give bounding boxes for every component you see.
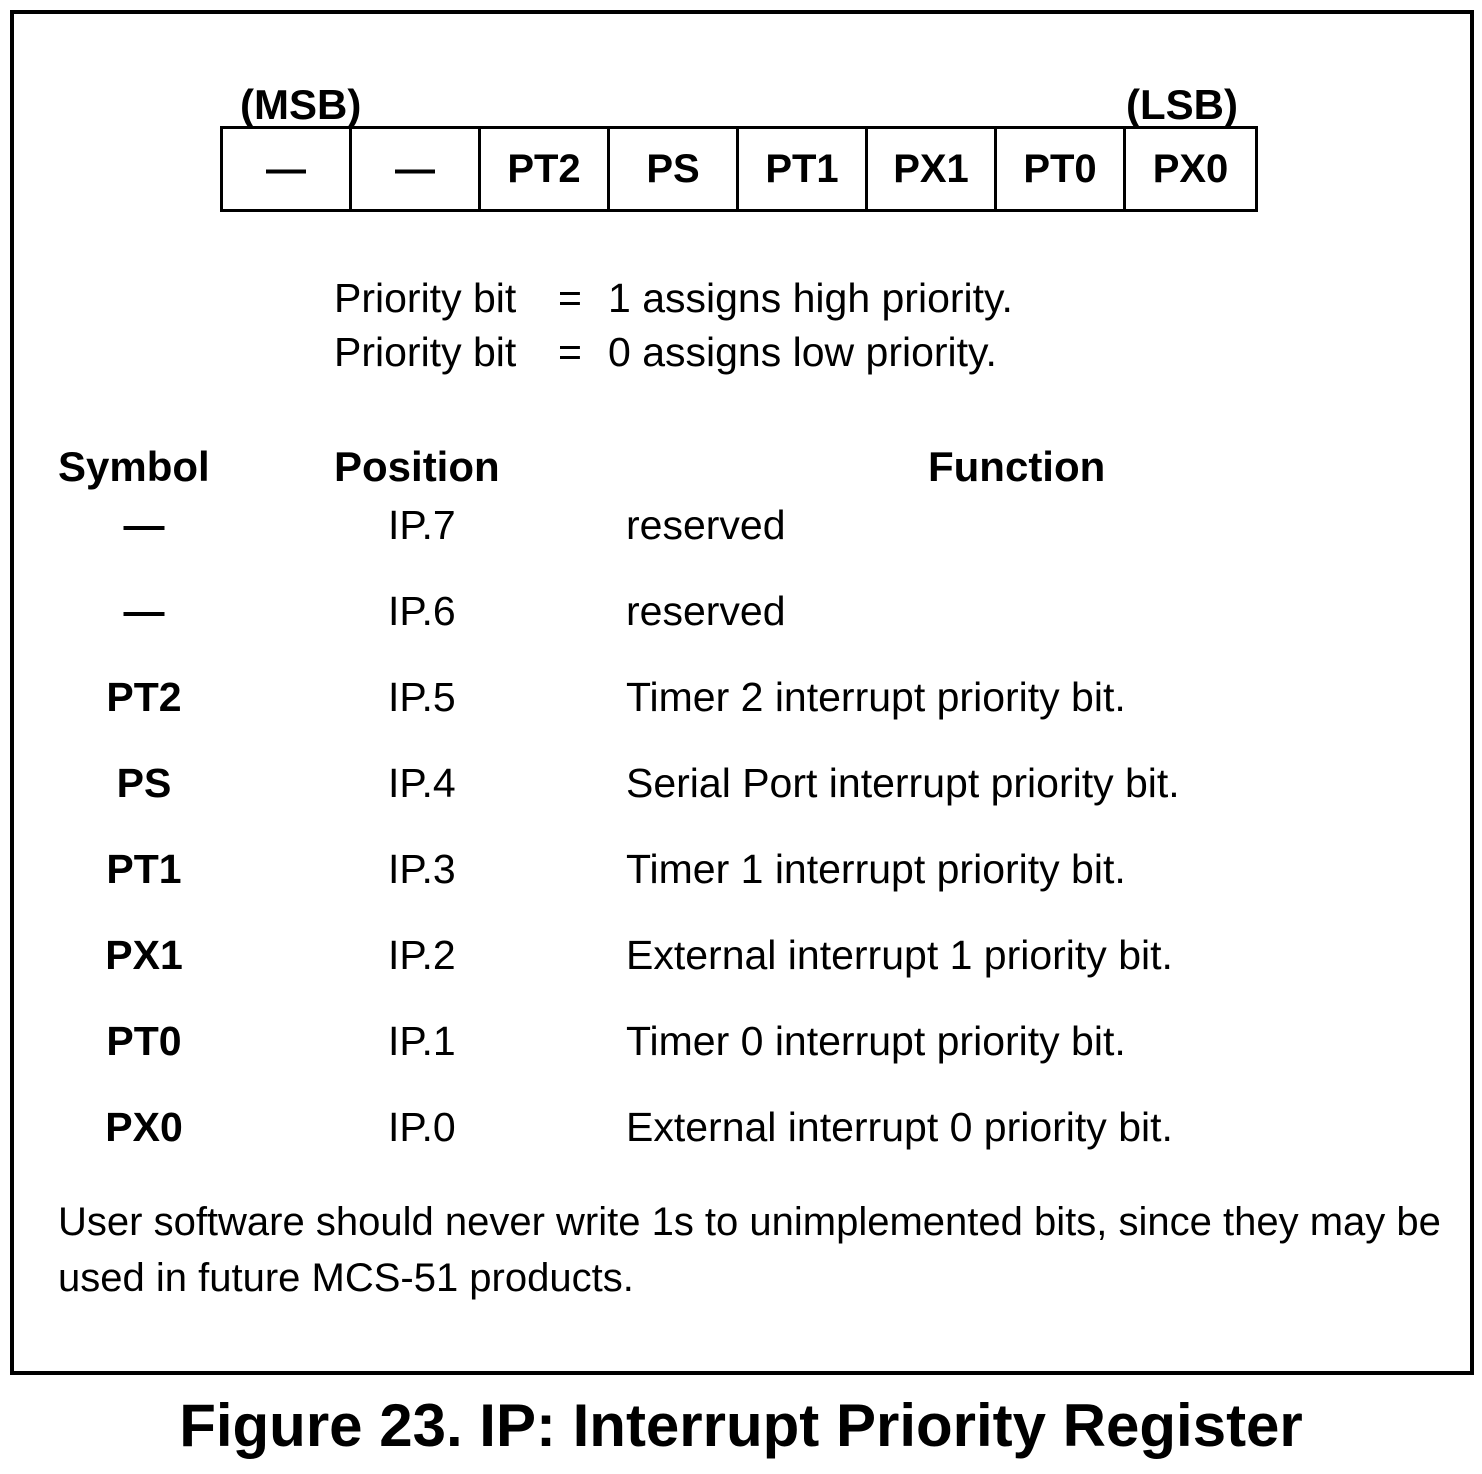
table-row: PX1 IP.2 External interrupt 1 priority b…	[14, 930, 1470, 980]
row-symbol: PX0	[105, 1104, 183, 1150]
row-function: Timer 1 interrupt priority bit.	[626, 846, 1126, 892]
register-bit-1: PT0	[997, 129, 1126, 209]
row-position: IP.2	[388, 932, 456, 978]
row-position: IP.3	[388, 846, 456, 892]
table-row: PS IP.4 Serial Port interrupt priority b…	[14, 758, 1470, 808]
register-bit-7: —	[223, 129, 352, 209]
register-bit-6: —	[352, 129, 481, 209]
priority-high-line: Priority bit = 1 assigns high priority.	[334, 278, 1013, 319]
priority-low-lhs: Priority bit	[334, 329, 517, 375]
priority-low-rhs: 0 assigns low priority.	[608, 329, 997, 375]
row-symbol: PT0	[106, 1018, 182, 1064]
row-position: IP.6	[388, 588, 456, 634]
figure-frame: (MSB) (LSB) — — PT2 PS PT1 PX1 PT0 PX0 P…	[10, 10, 1474, 1375]
msb-label: (MSB)	[240, 81, 362, 128]
row-symbol: —	[123, 502, 165, 548]
row-function: reserved	[626, 502, 786, 548]
row-symbol: PT2	[106, 674, 182, 720]
table-row: — IP.6 reserved	[14, 586, 1470, 636]
header-position: Position	[334, 443, 500, 490]
register-bit-0: PX0	[1152, 146, 1229, 191]
row-function: External interrupt 1 priority bit.	[626, 932, 1173, 978]
register-bit-3: PT1	[739, 129, 868, 209]
row-symbol: PX1	[105, 932, 183, 978]
table-row: PX0 IP.0 External interrupt 0 priority b…	[14, 1102, 1470, 1152]
row-position: IP.0	[388, 1104, 456, 1150]
lsb-label: (LSB)	[1126, 81, 1238, 128]
priority-low-equals: =	[558, 329, 582, 375]
row-function: Timer 2 interrupt priority bit.	[626, 674, 1126, 720]
row-position: IP.5	[388, 674, 456, 720]
row-function: Serial Port interrupt priority bit.	[626, 760, 1180, 806]
row-symbol: PS	[116, 760, 172, 806]
table-row: PT2 IP.5 Timer 2 interrupt priority bit.	[14, 672, 1470, 722]
register-bit-4: PS	[610, 129, 739, 209]
priority-high-rhs: 1 assigns high priority.	[608, 275, 1013, 321]
header-symbol: Symbol	[58, 443, 210, 490]
row-symbol: —	[123, 588, 165, 634]
software-note: User software should never write 1s to u…	[58, 1200, 1441, 1300]
header-function: Function	[928, 443, 1106, 490]
row-position: IP.7	[388, 502, 456, 548]
row-function: reserved	[626, 588, 786, 634]
register-bit-2: PX1	[868, 129, 997, 209]
row-function: Timer 0 interrupt priority bit.	[626, 1018, 1126, 1064]
row-position: IP.1	[388, 1018, 456, 1064]
row-function: External interrupt 0 priority bit.	[626, 1104, 1173, 1150]
priority-high-lhs: Priority bit	[334, 275, 517, 321]
priority-low-line: Priority bit = 0 assigns low priority.	[334, 332, 997, 373]
register-bit-diagram: — — PT2 PS PT1 PX1 PT0 PX0	[220, 126, 1258, 212]
priority-high-equals: =	[558, 275, 582, 321]
register-bit-5: PT2	[481, 129, 610, 209]
table-row: PT1 IP.3 Timer 1 interrupt priority bit.	[14, 844, 1470, 894]
table-row: — IP.7 reserved	[14, 500, 1470, 550]
table-row: PT0 IP.1 Timer 0 interrupt priority bit.	[14, 1016, 1470, 1066]
row-symbol: PT1	[106, 846, 182, 892]
row-position: IP.4	[388, 760, 456, 806]
figure-caption: Figure 23. IP: Interrupt Priority Regist…	[179, 1392, 1303, 1459]
